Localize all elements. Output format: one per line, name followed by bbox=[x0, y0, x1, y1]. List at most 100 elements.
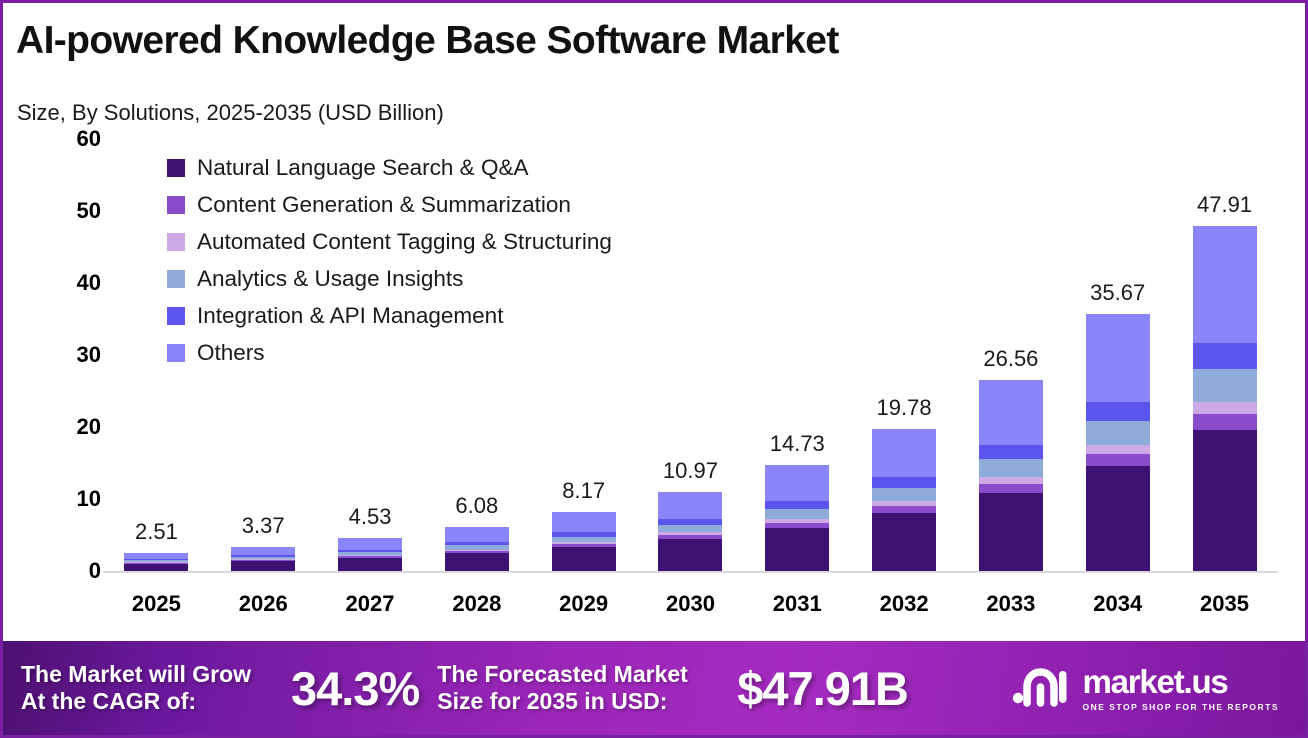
bar-segment[interactable] bbox=[978, 459, 1043, 478]
stacked-bar[interactable] bbox=[338, 538, 403, 571]
bar-segment[interactable] bbox=[1192, 414, 1257, 430]
bar-segment[interactable] bbox=[551, 546, 616, 571]
bar-segment[interactable] bbox=[872, 428, 937, 478]
bar-segment[interactable] bbox=[124, 563, 189, 571]
bar-segment[interactable] bbox=[551, 536, 616, 543]
stacked-bar[interactable] bbox=[978, 379, 1043, 571]
stacked-bar[interactable] bbox=[231, 546, 296, 571]
stacked-bar[interactable] bbox=[444, 527, 509, 571]
bar-segment[interactable] bbox=[124, 562, 189, 563]
bar-segment[interactable] bbox=[444, 542, 509, 546]
bar-segment[interactable] bbox=[444, 545, 509, 550]
bar-segment[interactable] bbox=[658, 538, 723, 571]
bar-segment[interactable] bbox=[1085, 314, 1150, 402]
x-axis-labels: 2025 2026 2027 2028 2029 2030 2031 2032 2033 2034… bbox=[103, 591, 1278, 617]
bar-segment[interactable] bbox=[1192, 401, 1257, 415]
bar-segment[interactable] bbox=[978, 444, 1043, 460]
bar-segment[interactable] bbox=[872, 506, 937, 513]
bar-segment[interactable] bbox=[124, 552, 189, 560]
bar-segment[interactable] bbox=[658, 492, 723, 519]
bar-segment[interactable] bbox=[872, 512, 937, 571]
legend-item[interactable]: Content Generation & Summarization bbox=[167, 186, 612, 223]
bar-segment[interactable] bbox=[765, 519, 830, 523]
bar-segment[interactable] bbox=[765, 527, 830, 571]
bar-column[interactable]: 14.73 bbox=[744, 139, 851, 571]
bar-segment[interactable] bbox=[658, 535, 723, 539]
bar-segment[interactable] bbox=[978, 483, 1043, 493]
bar-segment[interactable] bbox=[551, 542, 616, 545]
bar-column[interactable]: 2.51 bbox=[103, 139, 210, 571]
legend-item[interactable]: Natural Language Search & Q&A bbox=[167, 149, 612, 186]
bar-column[interactable]: 3.37 bbox=[210, 139, 317, 571]
bar-column[interactable]: 19.78 bbox=[851, 139, 958, 571]
bar-segment[interactable] bbox=[231, 560, 296, 562]
legend-item[interactable]: Automated Content Tagging & Structuring bbox=[167, 223, 612, 260]
bar-segment[interactable] bbox=[765, 508, 830, 520]
bar-segment[interactable] bbox=[444, 553, 509, 571]
bar-segment[interactable] bbox=[124, 562, 189, 564]
bar-column[interactable]: 26.56 bbox=[958, 139, 1065, 571]
bar-segment[interactable] bbox=[1085, 454, 1150, 466]
bar-segment[interactable] bbox=[338, 538, 403, 550]
bar-segment[interactable] bbox=[231, 561, 296, 571]
bar-segment[interactable] bbox=[658, 532, 723, 536]
bar-segment[interactable] bbox=[444, 549, 509, 552]
bar-column[interactable]: 4.53 bbox=[317, 139, 424, 571]
bar-segment[interactable] bbox=[338, 549, 403, 552]
bar-segment[interactable] bbox=[1192, 429, 1257, 571]
bar-column[interactable]: 35.67 bbox=[1064, 139, 1171, 571]
legend-item[interactable]: Others bbox=[167, 334, 612, 371]
legend-item[interactable]: Analytics & Usage Insights bbox=[167, 260, 612, 297]
bar-segment[interactable] bbox=[338, 551, 403, 556]
x-axis-label: 2034 bbox=[1093, 591, 1143, 616]
stacked-bar[interactable] bbox=[872, 428, 937, 571]
bar-segment[interactable] bbox=[444, 527, 509, 543]
bar-segment[interactable] bbox=[658, 518, 723, 525]
bar-segment[interactable] bbox=[872, 477, 937, 488]
bar-segment[interactable] bbox=[1085, 420, 1150, 446]
stacked-bar[interactable] bbox=[1085, 314, 1150, 571]
bar-segment[interactable] bbox=[1085, 445, 1150, 455]
bar-segment[interactable] bbox=[978, 492, 1043, 571]
stacked-bar[interactable] bbox=[765, 465, 830, 571]
bar-segment[interactable] bbox=[765, 522, 830, 528]
bar-segment[interactable] bbox=[551, 532, 616, 537]
bar-segment[interactable] bbox=[1085, 465, 1150, 571]
bar-segment[interactable] bbox=[231, 559, 296, 560]
stacked-bar[interactable] bbox=[124, 552, 189, 571]
legend-item[interactable]: Integration & API Management bbox=[167, 297, 612, 334]
bar-segment[interactable] bbox=[658, 524, 723, 533]
bar-segment[interactable] bbox=[231, 556, 296, 560]
bar-segment[interactable] bbox=[872, 501, 937, 507]
bar-segment[interactable] bbox=[551, 544, 616, 547]
bar-segment[interactable] bbox=[765, 501, 830, 509]
bar-segment[interactable] bbox=[124, 560, 189, 563]
bar-segment[interactable] bbox=[338, 557, 403, 571]
x-axis-label: 2029 bbox=[559, 591, 609, 616]
stacked-bar[interactable] bbox=[658, 492, 723, 571]
bar-segment[interactable] bbox=[765, 465, 830, 502]
bar-segment[interactable] bbox=[1192, 369, 1257, 402]
bar-value-label: 10.97 bbox=[662, 458, 718, 484]
bar-column[interactable]: 10.97 bbox=[637, 139, 744, 571]
stacked-bar[interactable] bbox=[1192, 226, 1257, 571]
bar-segment[interactable] bbox=[978, 379, 1043, 445]
bar-segment[interactable] bbox=[444, 551, 509, 554]
bar-segment[interactable] bbox=[872, 487, 937, 502]
bar-segment[interactable] bbox=[1085, 401, 1150, 421]
market-us-logo[interactable]: market.us ONE STOP SHOP FOR THE REPORTS bbox=[1011, 665, 1279, 712]
bar-segment[interactable] bbox=[231, 555, 296, 557]
legend-label: Content Generation & Summarization bbox=[197, 191, 571, 217]
bar-segment[interactable] bbox=[978, 477, 1043, 484]
bar-segment[interactable] bbox=[1192, 226, 1257, 344]
bar-segment[interactable] bbox=[551, 512, 616, 533]
bar-column[interactable]: 6.08 bbox=[423, 139, 530, 571]
bar-segment[interactable] bbox=[338, 555, 403, 557]
stacked-bar[interactable] bbox=[551, 512, 616, 571]
bar-segment[interactable] bbox=[231, 546, 296, 556]
bar-segment[interactable] bbox=[1192, 343, 1257, 370]
bar-column[interactable]: 8.17 bbox=[530, 139, 637, 571]
bar-column[interactable]: 47.91 bbox=[1171, 139, 1278, 571]
bar-segment[interactable] bbox=[124, 559, 189, 561]
bar-segment[interactable] bbox=[338, 556, 403, 558]
